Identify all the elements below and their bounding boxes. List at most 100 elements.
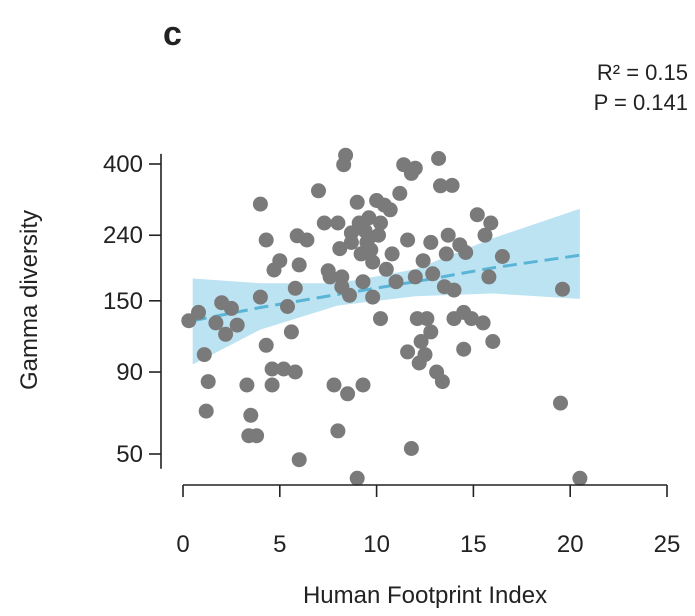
- data-point: [419, 311, 435, 327]
- data-point: [349, 194, 365, 210]
- data-point: [355, 274, 371, 290]
- data-point: [485, 334, 501, 349]
- data-point: [342, 287, 357, 303]
- data-point: [239, 377, 255, 393]
- data-point: [481, 269, 497, 285]
- data-point: [407, 160, 423, 176]
- data-point: [417, 347, 433, 363]
- data-point: [272, 253, 288, 269]
- data-point: [361, 210, 377, 226]
- data-point: [330, 215, 346, 231]
- fit-line: [192, 253, 581, 323]
- data-point: [423, 234, 439, 250]
- panel-label: c: [163, 15, 182, 53]
- data-point: [316, 215, 332, 231]
- data-point: [378, 261, 394, 277]
- data-point: [494, 249, 510, 264]
- x-tick-label: 15: [460, 531, 487, 558]
- data-point: [349, 470, 365, 486]
- data-point: [218, 326, 234, 342]
- data-point: [433, 178, 448, 194]
- x-tick-label: 5: [273, 531, 286, 558]
- data-point: [223, 300, 239, 316]
- data-point: [249, 428, 265, 444]
- data-point: [431, 151, 447, 166]
- data-point: [322, 269, 338, 285]
- data-point: [444, 177, 460, 193]
- data-point: [355, 377, 371, 393]
- data-point: [440, 227, 456, 243]
- data-point: [458, 245, 474, 260]
- data-point: [252, 196, 268, 212]
- data-point: [338, 147, 354, 163]
- data-point: [198, 403, 214, 419]
- data-point: [287, 364, 303, 380]
- data-point: [407, 269, 423, 285]
- data-point: [258, 337, 274, 353]
- data-point: [572, 470, 588, 486]
- data-point: [469, 207, 485, 223]
- data-point: [392, 185, 408, 201]
- data-points-layer: [181, 147, 588, 486]
- x-tick-label: 20: [557, 531, 584, 558]
- data-point: [483, 215, 499, 231]
- data-point: [415, 253, 431, 269]
- data-point: [365, 254, 381, 270]
- data-point: [311, 183, 326, 199]
- y-tick-label: 90: [116, 359, 143, 386]
- data-point: [280, 299, 295, 314]
- fit-line-layer: [192, 253, 581, 323]
- data-point: [553, 395, 568, 411]
- axes-layer: 0 5 10 15 20 25 50 90 150 240 400: [103, 151, 680, 558]
- data-point: [384, 246, 400, 262]
- data-point: [243, 407, 259, 423]
- data-point: [330, 423, 346, 439]
- data-point: [382, 202, 398, 218]
- data-point: [464, 311, 479, 327]
- data-point: [434, 374, 450, 390]
- data-point: [438, 246, 454, 262]
- data-point: [191, 304, 206, 320]
- data-point: [276, 361, 292, 377]
- data-point: [403, 441, 419, 456]
- data-point: [388, 274, 404, 290]
- data-point: [287, 280, 303, 296]
- x-tick-label: 10: [363, 531, 390, 558]
- data-point: [400, 344, 416, 360]
- data-point: [456, 341, 472, 357]
- p-value-label: P = 0.141: [594, 90, 688, 115]
- data-point: [299, 232, 315, 248]
- data-point: [291, 257, 307, 273]
- data-point: [446, 282, 462, 298]
- data-point: [363, 242, 379, 258]
- data-point: [332, 241, 348, 257]
- data-point: [373, 215, 388, 231]
- data-point: [555, 281, 570, 297]
- data-point: [264, 377, 280, 393]
- data-point: [264, 361, 280, 377]
- data-point: [283, 324, 299, 340]
- data-point: [326, 377, 342, 393]
- x-tick-label: 25: [654, 531, 681, 558]
- x-tick-label: 0: [176, 531, 189, 558]
- data-point: [340, 386, 356, 402]
- data-point: [373, 311, 388, 327]
- data-point: [291, 452, 307, 468]
- data-point: [475, 315, 491, 331]
- y-axis-label: Gamma diversity: [16, 210, 43, 390]
- y-tick-label: 240: [103, 222, 143, 249]
- y-tick-label: 400: [103, 151, 143, 178]
- data-point: [371, 227, 386, 243]
- data-point: [477, 227, 493, 243]
- y-tick-label: 50: [116, 441, 143, 468]
- data-point: [400, 232, 416, 248]
- data-point: [200, 374, 216, 390]
- data-point: [413, 334, 429, 349]
- x-axis-label: Human Footprint Index: [303, 582, 547, 609]
- data-point: [258, 232, 274, 248]
- data-point: [208, 315, 224, 331]
- data-point: [196, 347, 212, 363]
- data-point: [425, 266, 441, 282]
- y-tick-label: 150: [103, 288, 143, 315]
